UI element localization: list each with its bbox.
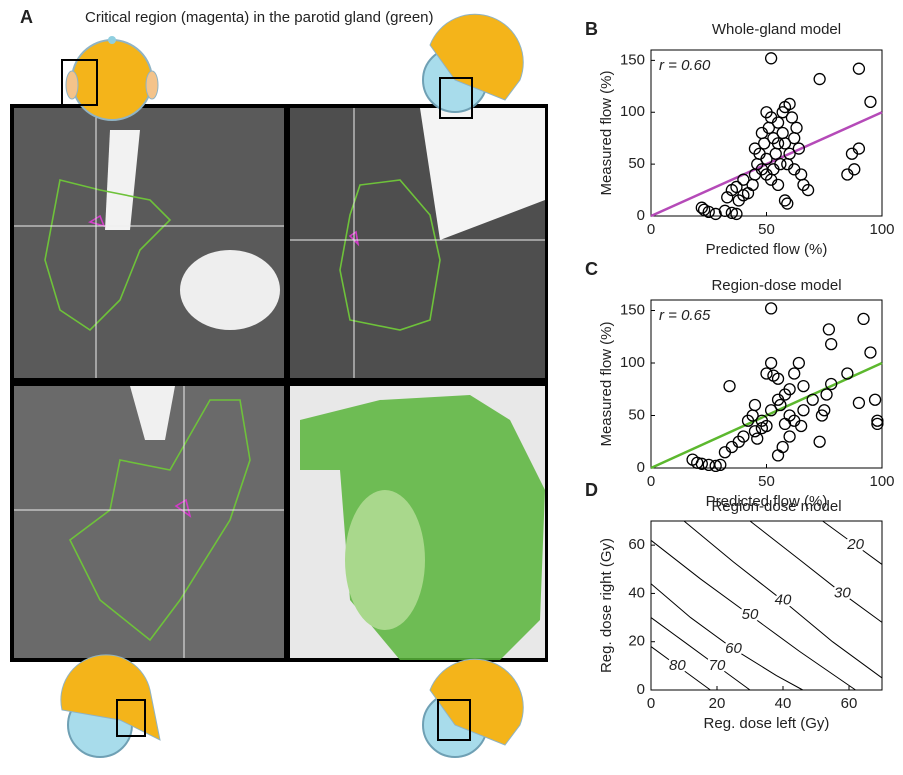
- plot-frame: [651, 300, 882, 468]
- point: [784, 431, 795, 442]
- x-axis-label: Reg. dose left (Gy): [704, 715, 830, 732]
- y-tick-label: 0: [637, 207, 645, 224]
- chart-title: Region-dose model: [711, 277, 841, 294]
- point: [773, 450, 784, 461]
- point: [798, 405, 809, 416]
- x-tick-label: 50: [758, 221, 775, 238]
- head-icon: [61, 655, 160, 757]
- x-axis-label: Predicted flow (%): [706, 241, 828, 258]
- panel-title: Critical region (magenta) in the parotid…: [85, 9, 434, 26]
- contour-label: 40: [775, 592, 792, 609]
- contour-label: 30: [834, 584, 851, 601]
- chart-title: Region-dose model: [711, 498, 841, 515]
- contour-label: 20: [846, 536, 864, 553]
- point: [789, 368, 800, 379]
- point: [853, 397, 864, 408]
- point: [826, 339, 837, 350]
- panel-label: D: [585, 480, 598, 500]
- annotation: r = 0.60: [659, 57, 711, 74]
- y-tick-label: 100: [620, 354, 645, 371]
- y-tick-label: 150: [620, 301, 645, 318]
- figure: A Critical region (magenta) in the parot…: [0, 0, 903, 775]
- y-tick-label: 60: [628, 536, 645, 553]
- point: [798, 381, 809, 392]
- point: [724, 381, 735, 392]
- x-tick-label: 100: [869, 221, 894, 238]
- point: [865, 347, 876, 358]
- x-tick-label: 0: [647, 473, 655, 490]
- point: [814, 74, 825, 85]
- contour-label: 70: [709, 657, 726, 674]
- point: [749, 426, 760, 437]
- point: [870, 394, 881, 405]
- y-tick-label: 50: [628, 406, 645, 423]
- x-tick-label: 60: [841, 695, 858, 712]
- point: [779, 195, 790, 206]
- panel-label: A: [20, 7, 33, 27]
- y-tick-label: 40: [628, 584, 645, 601]
- y-tick-label: 0: [637, 681, 645, 698]
- contour-label: 60: [725, 640, 742, 657]
- head-icon: [423, 14, 523, 118]
- point: [814, 436, 825, 447]
- point: [766, 303, 777, 314]
- head-icon: [423, 659, 523, 757]
- point: [766, 358, 777, 369]
- point: [747, 179, 758, 190]
- gland-3d-part: [345, 490, 425, 630]
- point: [786, 112, 797, 123]
- point: [842, 368, 853, 379]
- y-tick-label: 0: [637, 459, 645, 476]
- point: [823, 324, 834, 335]
- point: [865, 96, 876, 107]
- contour-label: 80: [669, 657, 686, 674]
- panel-label: B: [585, 19, 598, 39]
- bone: [180, 250, 280, 330]
- point: [858, 313, 869, 324]
- x-tick-label: 0: [647, 221, 655, 238]
- y-tick-label: 100: [620, 103, 645, 120]
- y-tick-label: 150: [620, 51, 645, 68]
- point: [749, 400, 760, 411]
- x-tick-label: 100: [869, 473, 894, 490]
- point: [853, 63, 864, 74]
- point: [752, 433, 763, 444]
- contour-label: 50: [742, 606, 759, 623]
- point: [761, 368, 772, 379]
- chart-title: Whole-gland model: [712, 21, 841, 38]
- point: [791, 122, 802, 133]
- point: [779, 138, 790, 149]
- panel: D Region-dose model 0 20 40 60 0 20 40 60 Reg. dos…: [585, 480, 882, 732]
- y-tick-label: 20: [628, 633, 645, 650]
- point: [782, 198, 793, 209]
- x-tick-label: 20: [709, 695, 726, 712]
- point: [766, 53, 777, 64]
- annotation: r = 0.65: [659, 307, 711, 324]
- point: [777, 442, 788, 453]
- panel-label: C: [585, 259, 598, 279]
- x-tick-label: 0: [647, 695, 655, 712]
- panel-a: A Critical region (magenta) in the parot…: [10, 7, 548, 757]
- point: [719, 205, 730, 216]
- x-tick-label: 50: [758, 473, 775, 490]
- x-tick-label: 40: [775, 695, 792, 712]
- y-axis-label: Reg. dose right (Gy): [598, 538, 615, 673]
- y-tick-label: 50: [628, 155, 645, 172]
- panel: B Whole-gland model 0 50 100 0 50 100 150 Predict…: [585, 19, 895, 258]
- ct-axial: [14, 108, 284, 378]
- y-axis-label: Measured flow (%): [598, 70, 615, 195]
- point: [777, 128, 788, 139]
- point: [770, 148, 781, 159]
- point: [793, 358, 804, 369]
- point: [807, 394, 818, 405]
- point: [821, 389, 832, 400]
- y-axis-label: Measured flow (%): [598, 321, 615, 446]
